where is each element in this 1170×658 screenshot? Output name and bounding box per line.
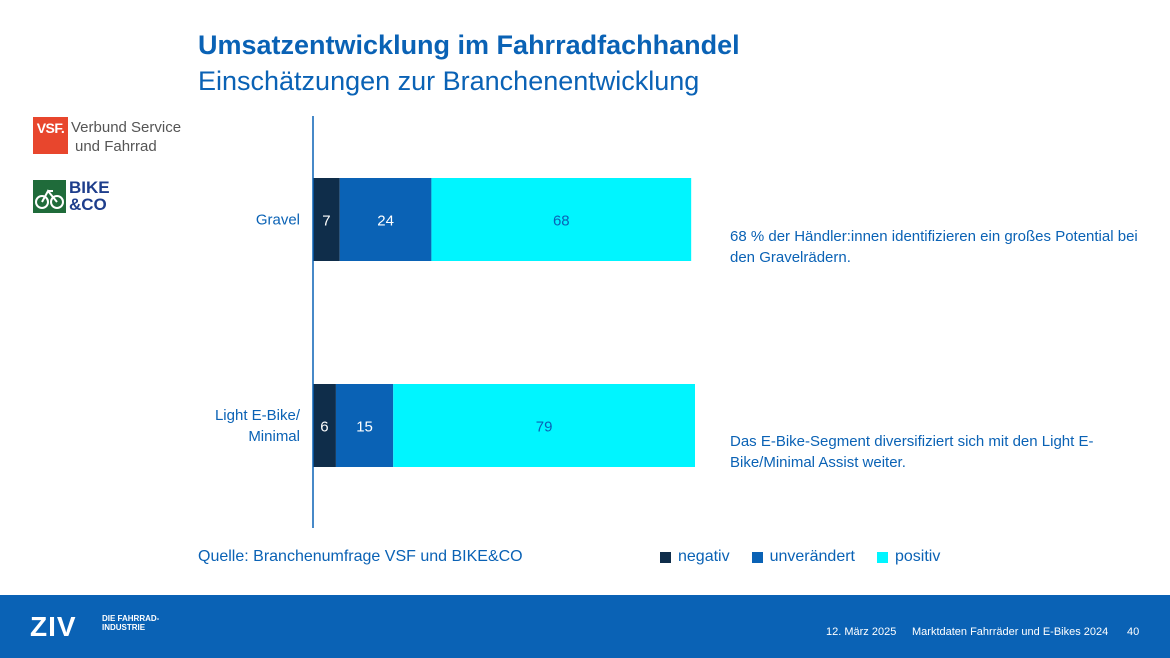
note-light-ebike: Das E-Bike-Segment diversifiziert sich m… [730, 433, 1094, 471]
bar-segment-positiv [393, 384, 695, 467]
vsf-logo-mark: VSF. [33, 117, 68, 154]
bar-segment-unverändert [335, 384, 394, 467]
slide-title: Umsatzentwicklung im Fahrradfachhandel [198, 30, 740, 60]
data-label-unverändert: 24 [377, 213, 394, 230]
category-label: Minimal [248, 428, 300, 445]
category-label: Gravel [256, 212, 300, 229]
note-gravel: 68 % der Händler:innen identifizieren ei… [730, 228, 1138, 266]
footer-document-title: Marktdaten Fahrräder und E-Bikes 2024 [912, 626, 1109, 638]
vsf-logo: VSF. Verbund Service und Fahrrad [33, 117, 193, 157]
legend-swatch-negativ [660, 551, 671, 563]
source-note: Quelle: Branchenumfrage VSF und BIKE&CO [198, 548, 523, 565]
ziv-logo-tagline: DIE FAHRRAD-INDUSTRIE [102, 614, 160, 632]
data-label-negativ: 7 [322, 213, 330, 230]
bar-segment-unverändert [339, 178, 432, 261]
footer-page-number: 40 [1127, 626, 1140, 638]
stacked-bar-chart: 7 24 68 Gravel 6 15 79 Light E-Bike/Minimal [215, 116, 695, 528]
bar-segment-positiv [431, 178, 692, 261]
bike-co-logo-mark [33, 180, 66, 213]
footer-bar: ZIV DIE FAHRRAD-INDUSTRIE 12. März 2025 … [0, 595, 1170, 658]
ziv-logo: ZIV [30, 611, 77, 642]
chart-legend: negativ unverändert positiv [660, 548, 940, 566]
legend-item-negativ: negativ [660, 548, 730, 566]
legend-label-positiv: positiv [894, 548, 941, 565]
bike-co-logo: BIKE &CO [33, 178, 133, 214]
bike-co-logo-line1: BIKE [69, 178, 110, 197]
vsf-logo-line2: und Fahrrad [75, 138, 157, 155]
bar-segment-negativ [313, 178, 340, 261]
vsf-logo-line1: Verbund Service [71, 119, 182, 136]
data-label-negativ: 6 [320, 419, 328, 436]
data-label-positiv: 79 [536, 419, 553, 436]
slide-subtitle: Einschätzungen zur Branchenentwicklung [198, 66, 700, 96]
legend-item-positiv: positiv [876, 548, 941, 566]
bike-co-logo-line2: &CO [69, 195, 107, 214]
footer-date: 12. März 2025 [826, 626, 897, 638]
bar-segment-negativ [313, 384, 336, 467]
data-label-unverändert: 15 [356, 419, 373, 436]
legend-swatch-unveraendert [751, 551, 763, 563]
legend-label-negativ: negativ [678, 548, 730, 565]
legend-swatch-positiv [876, 551, 888, 563]
legend-item-unveraendert: unverändert [751, 548, 855, 566]
legend-label-unveraendert: unverändert [769, 548, 855, 565]
category-label: Light E-Bike/ [215, 407, 301, 424]
data-label-positiv: 68 [553, 213, 570, 230]
